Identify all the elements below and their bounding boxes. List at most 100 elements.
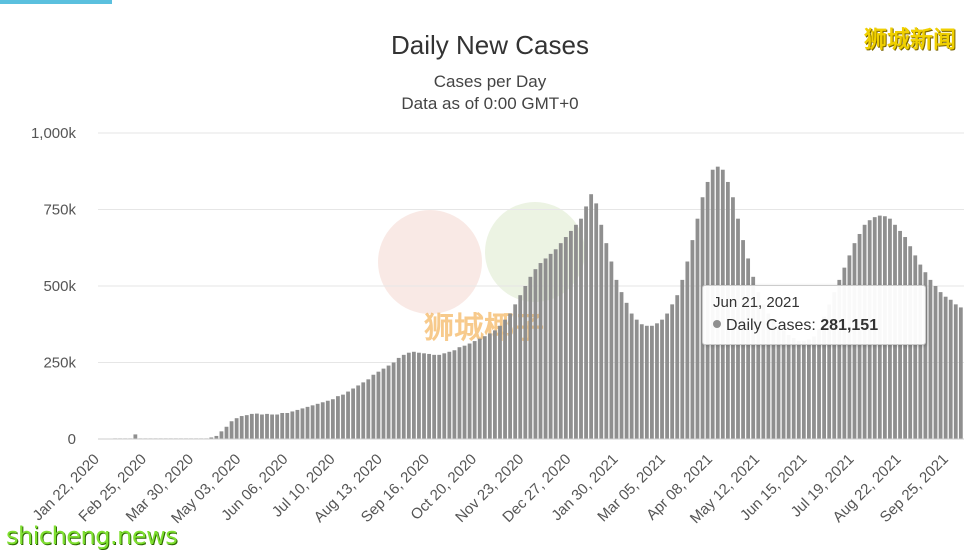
bar bbox=[614, 279, 619, 439]
bar bbox=[563, 237, 568, 439]
y-tick-label: 1,000k bbox=[31, 125, 77, 142]
bar bbox=[386, 365, 391, 439]
bar bbox=[432, 354, 437, 439]
tooltip-value: 281,151 bbox=[820, 317, 879, 334]
bar bbox=[766, 313, 771, 439]
bar bbox=[219, 431, 224, 439]
bar bbox=[280, 412, 285, 439]
bar bbox=[629, 313, 634, 439]
bar bbox=[351, 388, 356, 439]
bar bbox=[290, 411, 295, 439]
chart-title: Daily New Cases bbox=[391, 30, 589, 60]
y-axis-labels: 0 250k 500k 750k 1,000k bbox=[31, 125, 77, 448]
bar bbox=[411, 351, 416, 439]
bar bbox=[690, 240, 695, 439]
bar bbox=[599, 224, 604, 439]
bar bbox=[761, 304, 766, 439]
bar bbox=[341, 394, 345, 439]
bar bbox=[406, 352, 411, 439]
bar bbox=[837, 279, 842, 439]
watermark-bottom-left: shicheng.news bbox=[6, 522, 178, 550]
bar bbox=[938, 292, 943, 439]
chart-subtitle: Cases per Day bbox=[433, 72, 547, 91]
bar bbox=[604, 243, 609, 439]
bar bbox=[943, 296, 948, 439]
bar bbox=[619, 292, 624, 439]
bar bbox=[244, 415, 249, 439]
bar bbox=[401, 354, 406, 439]
bar bbox=[827, 304, 832, 439]
bar bbox=[791, 338, 796, 439]
bar bbox=[913, 255, 918, 439]
bar bbox=[371, 374, 376, 439]
bar bbox=[670, 304, 675, 439]
bar bbox=[523, 286, 528, 439]
bar bbox=[295, 409, 300, 439]
bar bbox=[133, 434, 138, 439]
bar bbox=[325, 400, 330, 439]
bar bbox=[771, 319, 776, 439]
bar bbox=[254, 413, 259, 439]
bar bbox=[437, 354, 442, 439]
bar bbox=[528, 276, 533, 439]
bar bbox=[584, 206, 588, 439]
bar bbox=[928, 279, 933, 439]
bar bbox=[477, 338, 482, 439]
bar bbox=[366, 379, 371, 439]
bar bbox=[665, 313, 670, 439]
bar bbox=[239, 416, 244, 439]
bar bbox=[391, 362, 396, 439]
bar bbox=[958, 307, 963, 439]
bar bbox=[356, 385, 361, 439]
bar bbox=[447, 351, 452, 439]
watermark-top-right: 狮城新闻 bbox=[864, 27, 956, 53]
bar bbox=[842, 267, 847, 439]
bar bbox=[918, 264, 923, 439]
y-tick-label: 750k bbox=[43, 202, 76, 219]
bar bbox=[320, 402, 325, 439]
bar bbox=[376, 371, 381, 439]
bar bbox=[493, 330, 497, 439]
bar bbox=[553, 249, 558, 439]
bar bbox=[265, 413, 269, 439]
bar bbox=[594, 203, 599, 439]
bar bbox=[817, 328, 821, 439]
bar bbox=[923, 272, 928, 439]
bar bbox=[315, 403, 320, 439]
bar bbox=[472, 341, 477, 439]
bar bbox=[452, 350, 457, 439]
bar bbox=[812, 336, 816, 439]
bar bbox=[685, 261, 690, 439]
bar bbox=[285, 412, 290, 439]
bar bbox=[548, 253, 553, 439]
bar bbox=[650, 325, 654, 439]
bar bbox=[270, 414, 274, 439]
bar bbox=[579, 218, 583, 439]
bar bbox=[498, 325, 502, 439]
chart-tooltip: Jun 21, 2021 Daily Cases: 281,151 bbox=[702, 285, 926, 345]
top-accent-bar bbox=[0, 0, 112, 4]
bar bbox=[847, 255, 852, 439]
bar bbox=[300, 408, 305, 439]
bar bbox=[624, 302, 629, 439]
bar bbox=[660, 319, 664, 439]
bar bbox=[568, 230, 573, 439]
tooltip-series-label: Daily Cases: bbox=[726, 317, 816, 334]
bar bbox=[442, 353, 447, 439]
bar bbox=[574, 224, 578, 439]
bar bbox=[589, 194, 594, 439]
bar bbox=[482, 336, 487, 439]
bar bbox=[533, 269, 538, 439]
bar bbox=[634, 319, 639, 439]
bar bbox=[781, 330, 786, 439]
bar bbox=[361, 382, 366, 439]
bar bbox=[330, 399, 335, 439]
bar bbox=[417, 352, 421, 439]
bar bbox=[249, 413, 254, 439]
bar bbox=[807, 339, 811, 439]
watermark-face-left bbox=[378, 210, 482, 314]
bar bbox=[275, 414, 280, 439]
bar bbox=[346, 391, 350, 439]
